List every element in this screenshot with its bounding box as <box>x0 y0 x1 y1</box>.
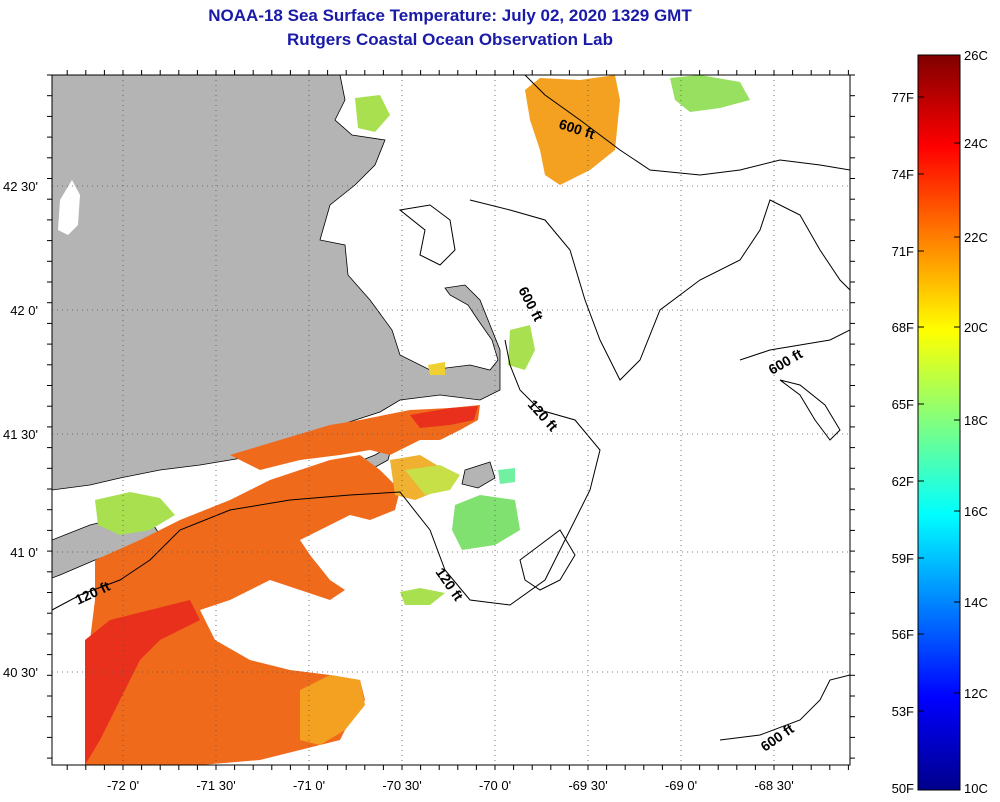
sst-patch-orange-south <box>300 675 365 745</box>
cb-c-22: 22C <box>964 230 988 245</box>
lon-label-72-0: -72 0' <box>107 778 139 793</box>
sst-patch-yellow-cape <box>428 362 445 375</box>
lat-label-42-0: 42 0' <box>10 303 38 318</box>
cb-f-59: 59F <box>892 551 914 566</box>
sst-patch-green-shoals <box>452 495 520 550</box>
map-frame <box>51 74 851 766</box>
sst-patch-green-south <box>400 588 445 605</box>
lon-label-68-30: -68 30' <box>754 778 793 793</box>
lon-label-70-30: -70 30' <box>382 778 421 793</box>
contour-600ft-east <box>739 329 850 361</box>
contour-600ft-south <box>719 674 850 741</box>
sst-patch-green-west <box>95 492 175 535</box>
contour-east-small <box>779 379 841 441</box>
lat-label-40-30: 40 30' <box>3 665 38 680</box>
sst-patch-green-sound <box>405 465 460 495</box>
land-snow-patch <box>58 180 80 235</box>
colorbar <box>917 54 961 791</box>
lon-label-69-30: -69 30' <box>568 778 607 793</box>
cb-f-56: 56F <box>892 627 914 642</box>
lon-label-70-0: -70 0' <box>479 778 511 793</box>
lat-label-41-0: 41 0' <box>10 545 38 560</box>
cb-f-77: 77F <box>892 90 914 105</box>
map-subtitle: Rutgers Coastal Ocean Observation Lab <box>287 30 613 49</box>
cb-c-14: 14C <box>964 595 988 610</box>
cb-f-53: 53F <box>892 704 914 719</box>
cb-c-20: 20C <box>964 320 988 335</box>
cb-f-68: 68F <box>892 320 914 335</box>
sst-patch-cyan-shoals <box>498 468 515 484</box>
lon-label-69-0: -69 0' <box>665 778 697 793</box>
lat-label-41-30: 41 30' <box>3 427 38 442</box>
cb-f-71: 71F <box>892 244 914 259</box>
sst-field <box>85 75 750 765</box>
sst-patch-hot-nantucket-sound <box>410 406 478 428</box>
sst-patch-green-cape <box>508 325 535 370</box>
sst-patch-green-north <box>355 95 390 132</box>
colorbar-ticks <box>918 96 960 712</box>
sst-patch-orange-north <box>525 75 620 185</box>
lat-label-42-30: 42 30' <box>3 179 38 194</box>
cb-f-50: 50F <box>892 781 914 796</box>
cb-c-12: 12C <box>964 686 988 701</box>
cb-c-16: 16C <box>964 504 988 519</box>
map-title: NOAA-18 Sea Surface Temperature: July 02… <box>208 6 692 25</box>
lon-label-71-0: -71 0' <box>293 778 325 793</box>
sst-patch-green-northeast <box>670 75 750 112</box>
contour-600ft-west <box>524 75 850 176</box>
contour-600ft-gulf <box>398 204 456 266</box>
frame-ticks <box>47 70 855 770</box>
cb-f-62: 62F <box>892 474 914 489</box>
contour-600ft-georges <box>469 199 850 381</box>
cb-c-26: 26C <box>964 48 988 63</box>
bathymetry-contours <box>52 75 850 741</box>
contour-shoals <box>519 529 576 591</box>
land-nantucket <box>461 461 496 489</box>
cb-f-74: 74F <box>892 167 914 182</box>
lon-label-71-30: -71 30' <box>196 778 235 793</box>
cb-f-65: 65F <box>892 397 914 412</box>
cb-c-24: 24C <box>964 136 988 151</box>
cb-c-18: 18C <box>964 413 988 428</box>
cb-c-10: 10C <box>964 781 988 796</box>
graticule <box>52 75 850 765</box>
sst-patch-hot <box>85 600 200 765</box>
contour-120ft <box>52 339 601 611</box>
